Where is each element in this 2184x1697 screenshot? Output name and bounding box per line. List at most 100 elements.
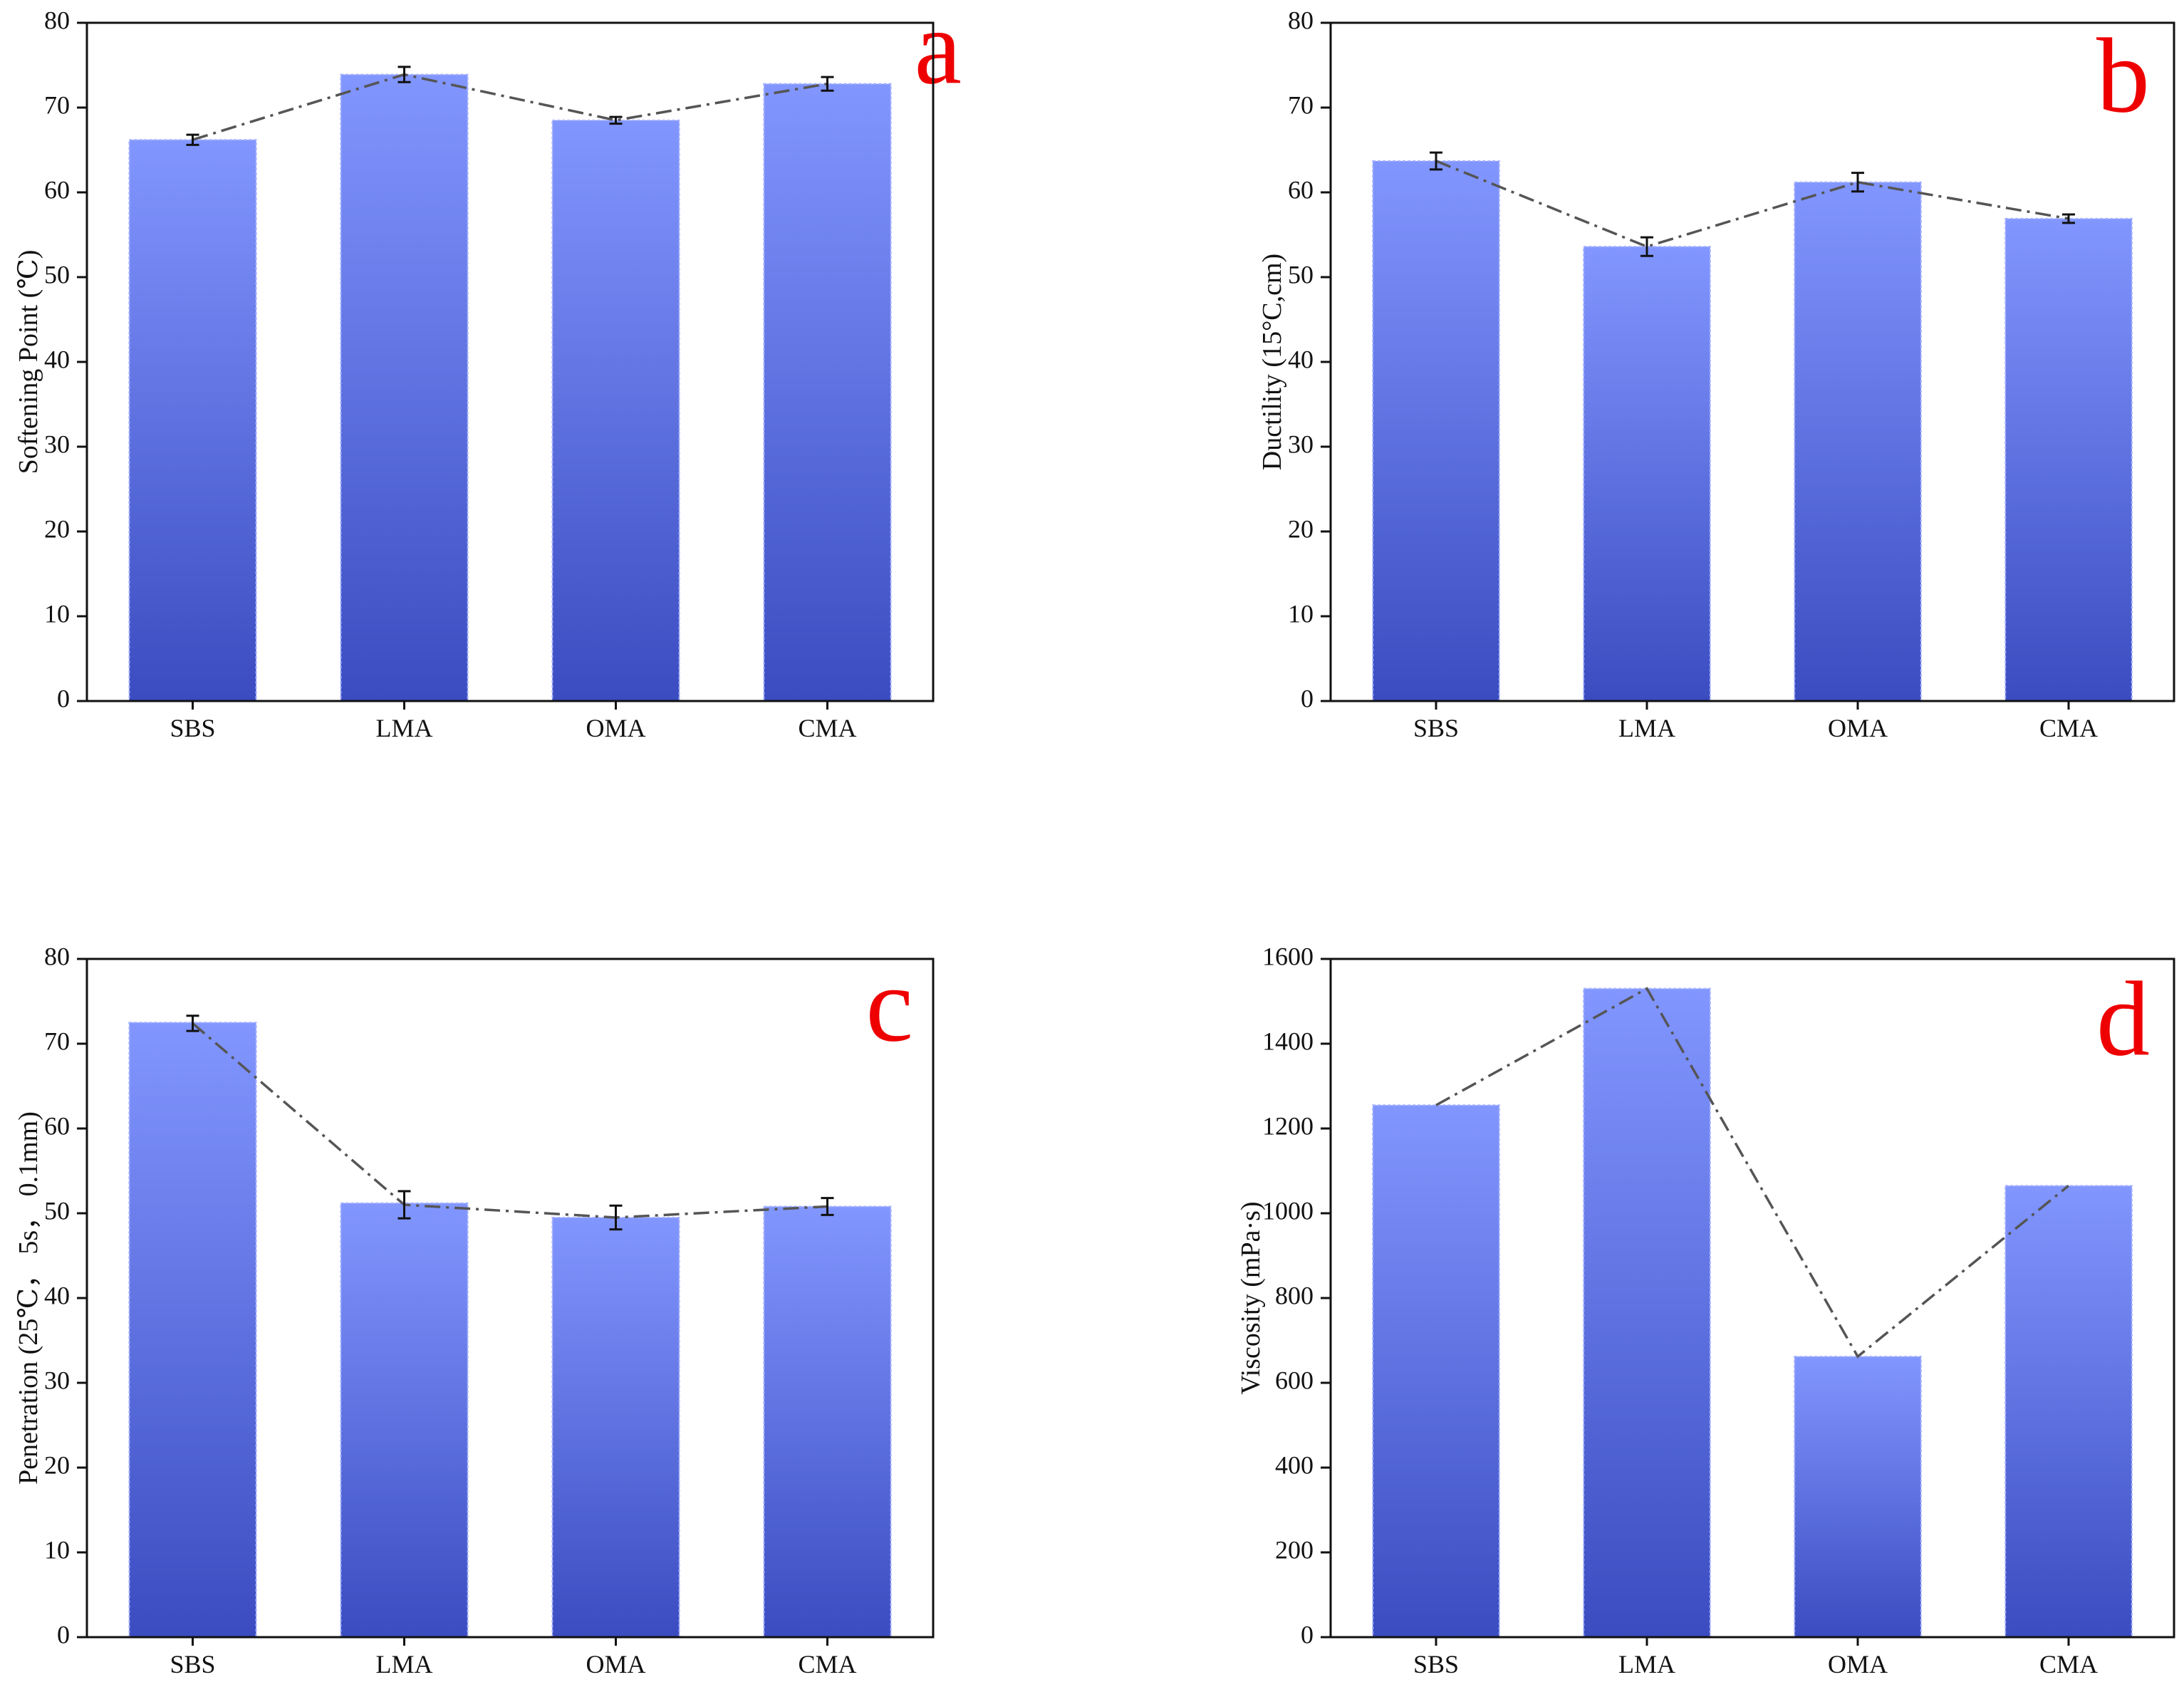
y-tick-label: 60 — [44, 1111, 70, 1140]
y-axis-title: Softening Point (℃) — [14, 250, 43, 474]
y-axis-title: Viscosity (mPa·s) — [1236, 1201, 1266, 1394]
bar-oma — [1794, 181, 1922, 702]
y-tick-label: 1200 — [1262, 1111, 1314, 1140]
bar-sbs — [1372, 160, 1500, 702]
y-tick-label: 30 — [44, 1366, 70, 1394]
error-bar-sbs — [186, 1014, 199, 1032]
trend-line — [192, 73, 828, 141]
bar-lma — [1583, 987, 1711, 1638]
y-axis-title: Penetration (25℃， 5s， 0.1mm) — [14, 1111, 43, 1485]
bar-oma — [1794, 1356, 1922, 1638]
y-tick-label: 0 — [1301, 684, 1314, 712]
y-tick-label: 70 — [44, 1027, 70, 1055]
y-tick-label: 0 — [57, 1620, 70, 1649]
y-tick-label: 600 — [1275, 1366, 1314, 1394]
y-tick-label: 40 — [44, 345, 70, 373]
x-tick-label: SBS — [170, 714, 215, 742]
y-tick-label: 70 — [44, 90, 70, 119]
error-bar-lma — [397, 66, 411, 83]
trend-line — [1435, 160, 2069, 249]
error-bar-oma — [609, 115, 623, 125]
error-bar-sbs — [186, 133, 199, 146]
bar-lma — [1583, 246, 1711, 702]
y-tick-label: 50 — [44, 260, 70, 289]
y-tick-label: 80 — [1288, 6, 1314, 34]
y-tick-label: 80 — [44, 942, 70, 970]
error-bar-cma — [2062, 213, 2075, 224]
bar-cma — [2004, 1185, 2133, 1638]
y-tick-label: 40 — [1288, 345, 1314, 373]
x-tick-label: SBS — [170, 1650, 215, 1678]
x-tick-label: OMA — [586, 1650, 645, 1678]
chart-panel-a: a Softening Point (℃) 01020304050607080 … — [14, 0, 962, 742]
plot-frame — [85, 958, 935, 1639]
y-tick-label: 0 — [1301, 1620, 1314, 1649]
plot-frame — [85, 21, 935, 702]
bar-sbs — [128, 139, 257, 702]
panel-label: a — [914, 0, 962, 106]
x-tick-label: OMA — [1828, 1650, 1888, 1678]
y-tick-label: 0 — [57, 684, 70, 712]
panel-label: b — [2096, 16, 2150, 135]
plot-frame — [1329, 21, 2175, 702]
x-tick-label: LMA — [376, 714, 433, 742]
panel-label: c — [865, 945, 913, 1064]
y-tick-label: 1400 — [1262, 1027, 1314, 1055]
y-tick-label: 20 — [44, 514, 70, 543]
error-bar-oma — [609, 1204, 623, 1231]
bar-oma — [551, 119, 680, 702]
y-tick-label: 60 — [44, 175, 70, 204]
y-tick-label: 30 — [1288, 430, 1314, 458]
chart-panel-c: c Penetration (25℃， 5s， 0.1mm) 0 10 20 30 40… — [14, 942, 935, 1678]
chart-panel-d: d Viscosity (mPa·s) 0 200 400 600 800 1000 120… — [1236, 942, 2175, 1678]
trend-line — [192, 1022, 828, 1219]
y-tick-label: 80 — [44, 6, 70, 34]
y-tick-label: 20 — [44, 1451, 70, 1479]
error-bar-lma — [1640, 236, 1653, 257]
y-tick-label: 200 — [1275, 1535, 1314, 1564]
trend-line — [1435, 987, 2070, 1359]
x-tick-label: CMA — [2039, 714, 2098, 742]
x-tick-label: CMA — [2039, 1650, 2098, 1678]
error-bar-oma — [1851, 172, 1864, 193]
x-tick-label: OMA — [1828, 714, 1888, 742]
bar-lma — [340, 73, 469, 702]
bar-oma — [551, 1216, 680, 1638]
y-tick-label: 10 — [44, 1535, 70, 1564]
y-tick-label: 70 — [1288, 90, 1314, 119]
y-tick-label: 20 — [1288, 514, 1314, 543]
bar-lma — [340, 1202, 469, 1639]
y-tick-label: 10 — [1288, 599, 1314, 628]
y-tick-label: 50 — [1288, 260, 1314, 289]
x-tick-label: LMA — [1618, 714, 1675, 742]
y-tick-label: 1600 — [1262, 942, 1314, 970]
bar-sbs — [128, 1022, 257, 1638]
bar-cma — [763, 1205, 892, 1639]
bar-sbs — [1372, 1104, 1500, 1638]
x-tick-label: LMA — [376, 1650, 433, 1678]
x-tick-label: SBS — [1413, 714, 1459, 742]
y-tick-label: 1000 — [1262, 1196, 1314, 1225]
panel-label: d — [2096, 960, 2150, 1078]
y-tick-label: 10 — [44, 599, 70, 628]
plot-frame — [1329, 958, 2175, 1639]
error-bar-lma — [397, 1190, 411, 1220]
error-bar-cma — [821, 76, 834, 92]
bar-cma — [2004, 217, 2133, 702]
y-tick-label: 60 — [1288, 175, 1314, 204]
chart-panel-b: b Ductility (15°C,cm) 01020304050607080 … — [1257, 6, 2175, 742]
x-tick-label: LMA — [1618, 1650, 1675, 1678]
x-tick-label: OMA — [586, 714, 645, 742]
x-tick-label: CMA — [798, 1650, 856, 1678]
y-tick-label: 30 — [44, 430, 70, 458]
y-tick-label: 800 — [1275, 1281, 1314, 1309]
x-tick-label: CMA — [798, 714, 856, 742]
y-tick-label: 40 — [44, 1281, 70, 1309]
y-tick-label: 400 — [1275, 1451, 1314, 1479]
error-bar-cma — [821, 1197, 834, 1216]
bar-cma — [763, 83, 892, 702]
y-axis-title: Ductility (15°C,cm) — [1257, 254, 1287, 470]
x-tick-label: SBS — [1413, 1650, 1459, 1678]
error-bar-sbs — [1430, 151, 1442, 171]
